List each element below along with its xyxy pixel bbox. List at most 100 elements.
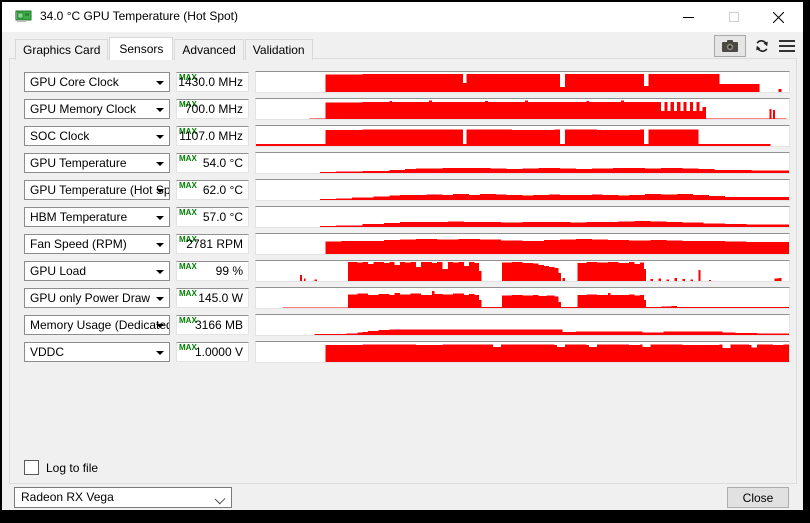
sensor-graph-vddc bbox=[255, 340, 790, 363]
sensor-graph-gpu-only-power-draw bbox=[255, 286, 790, 309]
sensor-value: 145.0 W bbox=[198, 290, 243, 305]
sensor-select-label: HBM Temperature bbox=[30, 209, 128, 224]
sensor-select-label: GPU Core Clock bbox=[30, 74, 119, 89]
sensor-value-box: MAX 1.0000 V bbox=[176, 341, 249, 362]
sensors-panel: GPU Core Clock MAX 1430.0 MHz GPU Memory Cl… bbox=[9, 58, 797, 484]
tab-strip: Graphics Card Sensors Advanced Validation bbox=[2, 32, 803, 60]
sensor-graph-gpu-temperature-hot-spot bbox=[255, 178, 790, 201]
sensor-value: 54.0 °C bbox=[202, 155, 243, 170]
sensor-select-vddc[interactable]: VDDC bbox=[24, 341, 170, 362]
sensor-value: 99 % bbox=[215, 263, 243, 278]
sensor-row: Memory Usage (Dedicated) MAX 3166 MB bbox=[24, 311, 790, 338]
sensor-row: GPU Temperature MAX 54.0 °C bbox=[24, 149, 790, 176]
max-stat-label: MAX bbox=[179, 207, 197, 217]
device-select[interactable]: Radeon RX Vega bbox=[14, 487, 232, 508]
titlebar: 34.0 °C GPU Temperature (Hot Spot) bbox=[2, 2, 803, 32]
max-stat-label: MAX bbox=[179, 72, 197, 82]
chevron-down-icon bbox=[156, 296, 164, 301]
hamburger-menu-icon[interactable] bbox=[778, 37, 796, 55]
sensor-select-label: GPU only Power Draw bbox=[30, 290, 151, 305]
sensor-value: 700.0 MHz bbox=[184, 101, 243, 116]
max-stat-label: MAX bbox=[179, 126, 197, 136]
maximize-icon[interactable] bbox=[711, 2, 756, 32]
sensor-value: 1107.0 MHz bbox=[179, 128, 243, 143]
tab-advanced[interactable]: Advanced bbox=[174, 39, 244, 60]
chevron-down-icon bbox=[156, 269, 164, 274]
sensor-row: GPU Load MAX 99 % bbox=[24, 257, 790, 284]
sensor-select-label: GPU Temperature bbox=[30, 155, 127, 170]
max-stat-label: MAX bbox=[179, 180, 197, 190]
sensor-graph-soc-clock bbox=[255, 124, 790, 147]
sensor-select-label: GPU Temperature (Hot Spot) bbox=[30, 182, 170, 197]
chevron-down-icon bbox=[156, 323, 164, 328]
gpu-card-icon bbox=[15, 9, 32, 24]
sensor-row: Fan Speed (RPM) MAX 2781 RPM bbox=[24, 230, 790, 257]
chevron-down-icon bbox=[156, 215, 164, 220]
sensor-select-label: VDDC bbox=[30, 344, 65, 359]
sensor-value: 1.0000 V bbox=[194, 344, 243, 359]
log-to-file-row: Log to file bbox=[24, 460, 98, 475]
sensor-row: GPU Memory Clock MAX 700.0 MHz bbox=[24, 95, 790, 122]
chevron-down-icon bbox=[156, 188, 164, 193]
sensor-value-box: MAX 62.0 °C bbox=[176, 179, 249, 200]
sensor-value-box: MAX 99 % bbox=[176, 260, 249, 281]
tab-graphics-card[interactable]: Graphics Card bbox=[15, 39, 109, 60]
sensor-row: HBM Temperature MAX 57.0 °C bbox=[24, 203, 790, 230]
sensor-row: SOC Clock MAX 1107.0 MHz bbox=[24, 122, 790, 149]
window-title: 34.0 °C GPU Temperature (Hot Spot) bbox=[40, 9, 238, 23]
sensor-select-gpu-temperature-hot-spot[interactable]: GPU Temperature (Hot Spot) bbox=[24, 179, 170, 200]
sensor-value: 62.0 °C bbox=[202, 182, 243, 197]
sensor-value: 57.0 °C bbox=[202, 209, 243, 224]
sensor-graph-gpu-temperature bbox=[255, 151, 790, 174]
close-button[interactable]: Close bbox=[727, 487, 789, 508]
sensor-select-gpu-core-clock[interactable]: GPU Core Clock bbox=[24, 71, 170, 92]
footer-bar: Radeon RX Vega Close bbox=[2, 484, 803, 510]
sensor-select-label: Fan Speed (RPM) bbox=[30, 236, 127, 251]
device-select-value: Radeon RX Vega bbox=[21, 490, 114, 504]
sensor-select-fan-speed-rpm[interactable]: Fan Speed (RPM) bbox=[24, 233, 170, 254]
sensor-graph-memory-usage-dedicated bbox=[255, 313, 790, 336]
caption-buttons bbox=[666, 2, 801, 32]
sensor-select-label: Memory Usage (Dedicated) bbox=[30, 317, 170, 332]
refresh-icon[interactable] bbox=[753, 37, 771, 55]
max-stat-label: MAX bbox=[179, 99, 197, 109]
sensor-select-memory-usage-dedicated[interactable]: Memory Usage (Dedicated) bbox=[24, 314, 170, 335]
chevron-down-icon bbox=[214, 493, 226, 505]
sensor-select-label: GPU Memory Clock bbox=[30, 101, 137, 116]
sensor-row: GPU Temperature (Hot Spot) MAX 62.0 °C bbox=[24, 176, 790, 203]
sensor-select-gpu-temperature[interactable]: GPU Temperature bbox=[24, 152, 170, 173]
max-stat-label: MAX bbox=[179, 153, 197, 163]
sensor-select-gpu-memory-clock[interactable]: GPU Memory Clock bbox=[24, 98, 170, 119]
sensor-row: GPU Core Clock MAX 1430.0 MHz bbox=[24, 68, 790, 95]
sensor-value-box: MAX 145.0 W bbox=[176, 287, 249, 308]
minimize-icon[interactable] bbox=[666, 2, 711, 32]
sensor-graph-fan-speed-rpm bbox=[255, 232, 790, 255]
chevron-down-icon bbox=[156, 161, 164, 166]
max-stat-label: MAX bbox=[179, 315, 197, 325]
tab-sensors[interactable]: Sensors bbox=[109, 37, 174, 60]
log-to-file-checkbox[interactable] bbox=[24, 460, 39, 475]
log-to-file-label: Log to file bbox=[46, 460, 99, 475]
chevron-down-icon bbox=[156, 134, 164, 139]
screenshot-camera-icon[interactable] bbox=[714, 35, 746, 57]
close-icon[interactable] bbox=[756, 2, 801, 32]
max-stat-label: MAX bbox=[179, 342, 197, 352]
tab-validation[interactable]: Validation bbox=[244, 39, 313, 60]
sensor-select-gpu-only-power-draw[interactable]: GPU only Power Draw bbox=[24, 287, 170, 308]
sensor-select-gpu-load[interactable]: GPU Load bbox=[24, 260, 170, 281]
max-stat-label: MAX bbox=[179, 288, 197, 298]
sensor-value: 3166 MB bbox=[194, 317, 243, 332]
chevron-down-icon bbox=[156, 350, 164, 355]
sensor-value-box: MAX 1430.0 MHz bbox=[176, 71, 249, 92]
sensor-value-box: MAX 2781 RPM bbox=[176, 233, 249, 254]
app-window: 34.0 °C GPU Temperature (Hot Spot) Graph… bbox=[2, 2, 803, 510]
sensor-row: VDDC MAX 1.0000 V bbox=[24, 338, 790, 365]
sensor-select-label: SOC Clock bbox=[30, 128, 90, 143]
sensor-select-hbm-temperature[interactable]: HBM Temperature bbox=[24, 206, 170, 227]
chevron-down-icon bbox=[156, 107, 164, 112]
sensor-value-box: MAX 3166 MB bbox=[176, 314, 249, 335]
chevron-down-icon bbox=[156, 80, 164, 85]
sensor-graph-hbm-temperature bbox=[255, 205, 790, 228]
max-stat-label: MAX bbox=[179, 234, 197, 244]
sensor-select-soc-clock[interactable]: SOC Clock bbox=[24, 125, 170, 146]
